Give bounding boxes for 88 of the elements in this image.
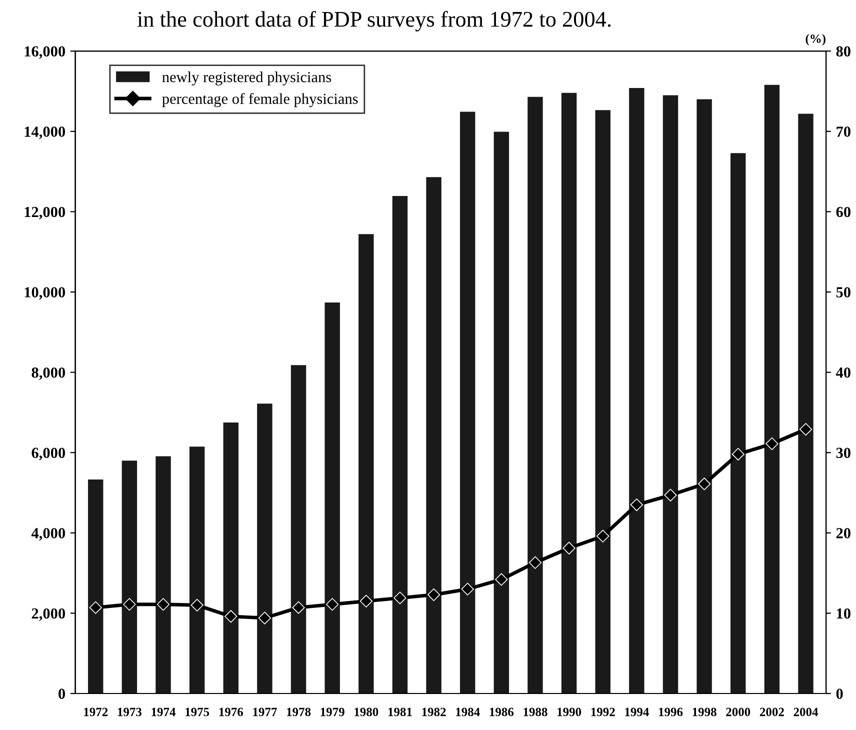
x-tick-label: 1977 (253, 708, 277, 716)
x-tick-label: 1982 (422, 708, 446, 716)
y2-tick-label: 10 (836, 608, 850, 619)
bar (156, 456, 171, 694)
bar (358, 234, 374, 694)
x-tick-label: 1980 (354, 708, 378, 716)
bar (257, 404, 272, 694)
x-tick-label: 1984 (456, 708, 480, 716)
point (326, 598, 339, 611)
bar (426, 177, 442, 694)
point (190, 598, 204, 612)
bar (223, 422, 238, 694)
bar (595, 110, 610, 694)
point (562, 542, 576, 554)
point (766, 437, 778, 450)
x-tick-label: 2000 (726, 708, 750, 716)
bar (696, 99, 712, 694)
x-tick-label: 1994 (625, 708, 649, 716)
y-tick-label: 14,000 (24, 126, 66, 140)
x-tick-label: 1972 (84, 708, 108, 716)
bar (561, 92, 577, 694)
x-tick-label: 1981 (388, 708, 412, 716)
bar (290, 365, 306, 694)
bar (122, 460, 138, 694)
bar (494, 132, 510, 694)
y2-axis-title: (%) (806, 34, 826, 46)
point (799, 423, 812, 436)
bar (88, 480, 104, 694)
bar (798, 114, 814, 694)
bar (662, 95, 678, 694)
bar (629, 88, 644, 694)
x-tick-label: 1978 (287, 708, 311, 716)
point (89, 601, 102, 614)
y2-tick-label: 60 (836, 206, 850, 218)
x-tick-label: 1986 (490, 708, 514, 716)
legend-label: percentage of female physicians (162, 93, 358, 108)
y-tick-label: 10,000 (24, 287, 66, 300)
point (156, 598, 170, 611)
x-tick-label: 1992 (591, 708, 615, 716)
y-tick-label: 8,000 (32, 367, 66, 380)
point (495, 573, 508, 586)
point (732, 448, 744, 461)
bar (392, 196, 408, 694)
y2-tick-label: 40 (836, 367, 850, 378)
point (427, 588, 440, 602)
x-tick-label: 1990 (558, 708, 582, 716)
y2-tick-label: 0 (836, 688, 843, 699)
y2-tick-label: 80 (836, 46, 850, 57)
y-tick-label: 6,000 (32, 448, 66, 460)
y-tick-label: 0 (58, 688, 66, 699)
y2-tick-label: 70 (836, 126, 850, 137)
bar (460, 112, 476, 694)
bar (324, 302, 340, 694)
y2-tick-label: 50 (836, 287, 850, 298)
chart-title: in the cohort data of PDP surveys from 1972 to 2004. (137, 10, 611, 32)
x-tick-label: 1973 (118, 708, 142, 716)
point (258, 612, 272, 624)
y-tick-label: 4,000 (31, 528, 66, 541)
bar (764, 84, 780, 694)
point (698, 478, 711, 490)
x-tick-label: 2002 (760, 708, 784, 716)
point (123, 598, 136, 611)
y-tick-label: 12,000 (24, 206, 66, 220)
bar (730, 153, 746, 694)
x-tick-label: 2004 (794, 708, 818, 716)
point (292, 601, 305, 614)
x-tick-label: 1974 (152, 708, 176, 716)
bar (528, 96, 543, 694)
bar (189, 446, 205, 694)
x-tick-label: 1998 (692, 708, 716, 716)
y-tick-label: 2,000 (32, 608, 66, 621)
point (360, 594, 372, 608)
point (224, 610, 238, 623)
point (461, 582, 474, 596)
x-tick-label: 1976 (219, 708, 244, 716)
point (664, 488, 677, 502)
y2-tick-label: 30 (836, 448, 850, 458)
point (630, 498, 643, 512)
y-tick-label: 16,000 (24, 46, 66, 59)
x-tick-label: 1988 (524, 708, 548, 716)
x-tick-label: 1979 (320, 708, 344, 716)
legend-label: newly registered physicians (162, 72, 332, 86)
x-tick-label: 1996 (658, 708, 683, 716)
point (528, 556, 542, 569)
y2-tick-label: 20 (836, 528, 850, 538)
x-tick-label: 1975 (186, 708, 210, 716)
point (596, 530, 610, 542)
point (394, 592, 406, 604)
